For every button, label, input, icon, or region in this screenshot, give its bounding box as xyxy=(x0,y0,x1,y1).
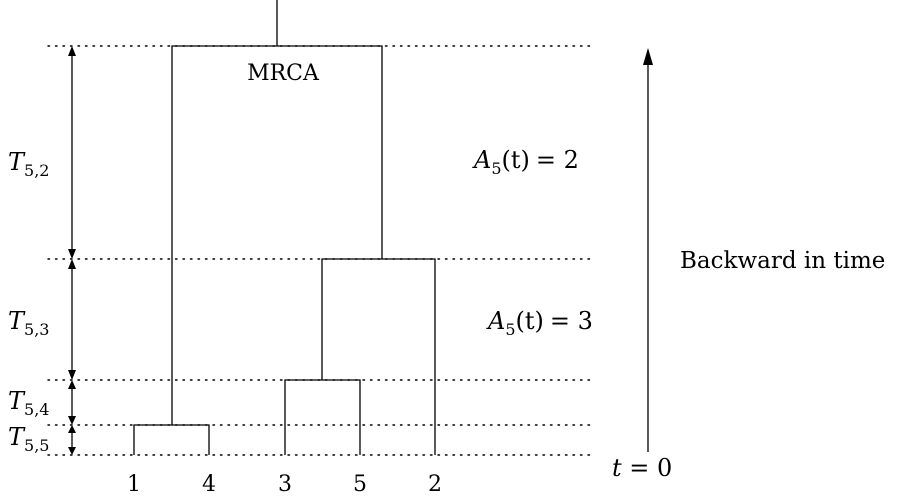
lineage-count-label-2: A5(t) = 2 xyxy=(472,146,579,178)
clade-14-branch xyxy=(133,424,210,455)
leaf-label: 1 xyxy=(127,472,141,497)
time-axis-arrowhead xyxy=(643,48,653,65)
time-origin-label: t = 0 xyxy=(612,454,672,482)
mrca-branch xyxy=(171,45,383,425)
time-axis-label: Backward in time xyxy=(680,248,885,274)
leaf-label: 4 xyxy=(202,472,216,497)
interval-label-t54: T5,4 xyxy=(8,387,49,419)
leaf-label: 5 xyxy=(353,472,367,497)
mrca-label: MRCA xyxy=(247,61,320,86)
interval-label-t55: T5,5 xyxy=(8,423,49,455)
interval-label-t52: T5,2 xyxy=(8,148,49,180)
arrowhead xyxy=(68,370,76,380)
clade-35-branch xyxy=(284,379,361,455)
arrowhead xyxy=(68,416,76,425)
arrowhead xyxy=(68,447,76,455)
arrowhead xyxy=(68,46,76,56)
interval-label-t53: T5,3 xyxy=(8,307,49,339)
leaf-label: 3 xyxy=(278,472,292,497)
lineage-count-label-3: A5(t) = 3 xyxy=(486,307,593,339)
arrowhead xyxy=(68,249,76,259)
leaf-label: 2 xyxy=(428,472,442,497)
clade-352-branch xyxy=(321,258,436,455)
arrowhead xyxy=(68,259,76,269)
arrowhead xyxy=(68,425,76,433)
arrowhead xyxy=(68,380,76,389)
